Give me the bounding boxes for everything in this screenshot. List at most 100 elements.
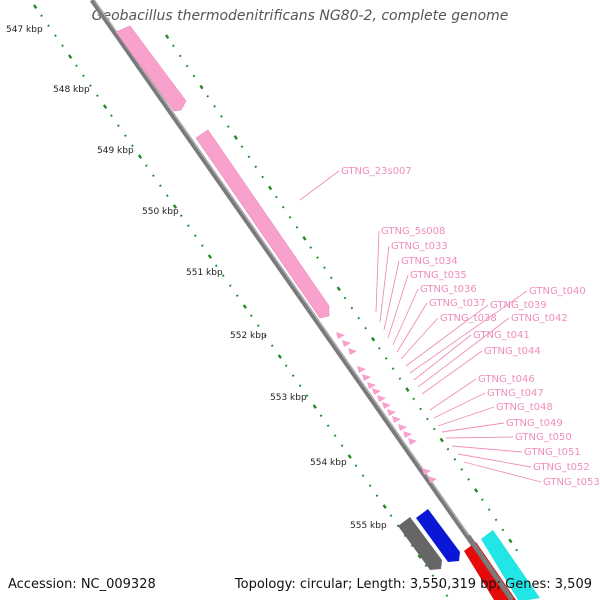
outer-track-tick [508,538,513,544]
inner-track-tick [235,294,239,298]
gene-label[interactable]: GTNG_t035 [410,270,467,281]
inner-track-tick [438,584,442,587]
outer-track-tick [226,125,230,128]
gene-label[interactable]: GTNG_t037 [429,298,486,309]
gene-label[interactable]: GTNG_t038 [440,313,497,324]
inner-track-tick [445,594,449,597]
leader-line [392,288,419,346]
leader-line [379,245,390,323]
trna-arrow [398,424,407,431]
gene-label[interactable]: GTNG_t042 [511,313,568,324]
leader-line [457,453,532,468]
gene-label[interactable]: GTNG_t046 [478,374,535,385]
inner-track-tick [431,574,435,577]
outer-track-tick [192,74,196,78]
inner-track-tick [96,94,99,98]
trna-arrow [428,476,437,483]
trna-arrow [372,388,381,395]
gene-label[interactable]: GTNG_t033 [391,241,448,252]
gene-label[interactable]: GTNG_t053 [543,477,600,488]
inner-track-tick [137,154,143,159]
outer-track-tick [480,498,484,501]
map-title: Geobacillus thermodenitrificans NG80-2, … [91,8,509,24]
outer-track-tick [329,276,333,280]
gene-label[interactable]: GTNG_t044 [484,346,541,357]
gene-label[interactable]: GTNG_t049 [506,418,563,429]
leader-line [463,461,542,483]
leader-line [413,334,472,381]
kbp-tick-label: 554 kbp [310,458,347,468]
trna-arrow [392,416,401,423]
inner-track-tick [131,144,134,148]
outer-track-tick [261,175,264,179]
outer-track-tick [515,548,518,552]
inner-track-tick [89,84,92,88]
gene-label[interactable]: GTNG_23s007 [341,166,412,177]
label-leaders [299,170,542,483]
inner-track-tick [152,174,155,178]
outer-track-tick [247,155,251,159]
inner-track-tick [117,124,120,128]
gene-label[interactable]: GTNG_t047 [487,388,544,399]
inner-track-tick [145,164,148,168]
kbp-labels: 547 kbp 548 kbp 549 kbp 550 kbp 551 kbp 552 k… [6,25,387,531]
inner-track-tick [159,184,162,188]
inner-track-tick [354,464,358,467]
outer-track-tick [453,458,457,461]
cyan-gene [481,530,540,600]
trna-genes [336,332,437,483]
inner-track-tick [61,44,64,48]
inner-track-tick [54,34,57,38]
kbp-tick-label: 550 kbp [142,207,179,217]
leader-line [387,274,409,339]
gene-label[interactable]: GTNG_t034 [401,256,458,267]
inner-track-tick [242,304,247,309]
gene-label[interactable]: GTNG_t052 [533,462,590,473]
inner-track-tick [207,254,213,259]
leader-line [299,170,340,201]
inner-track-tick [361,474,365,477]
gene-label[interactable]: GTNG_t048 [496,402,553,413]
gene-label[interactable]: GTNG_5s008 [381,226,445,237]
outer-track-tick [446,447,450,451]
gene-label[interactable]: GTNG_t036 [420,284,477,295]
leader-line [375,230,380,313]
trna-arrow [357,366,366,373]
leader-line [429,378,477,411]
genome-backbone [89,0,515,600]
inner-track-tick [375,494,379,497]
outer-track-tick [165,34,170,39]
leader-line [441,422,505,433]
outer-track-tick [281,205,285,209]
outer-track-tick [405,387,410,392]
gene-label[interactable]: GTNG_t039 [490,300,547,311]
trna-arrow [336,332,345,339]
kbp-tick-label: 548 kbp [53,85,90,95]
gene-label[interactable]: GTNG_t050 [515,432,572,443]
outer-track-tick [213,105,216,108]
inner-track-tick [263,334,267,338]
gene-label[interactable]: GTNG_t051 [524,447,581,458]
kbp-tick-label: 555 kbp [350,521,387,531]
leader-line [405,304,489,367]
inner-track-tick [200,244,204,248]
grey-gene [398,517,442,570]
inner-track-tick [368,484,372,487]
outer-track-tick [473,488,479,493]
inner-track-tick [389,514,393,517]
backbone-overlap [465,534,515,600]
rrna-genes [115,25,330,319]
accession-text: Accession: NC_009328 [8,577,156,592]
gene-label[interactable]: GTNG_t040 [529,286,586,297]
inner-track-tick [347,454,352,459]
outer-track-tick [178,54,182,58]
kbp-tick-label: 553 kbp [270,393,307,403]
outer-track-tick [398,377,402,380]
gene-label[interactable]: GTNG_t041 [473,330,530,341]
inner-track-tick [277,354,282,359]
outer-track-tick [460,468,464,471]
kbp-tick-label: 549 kbp [97,146,134,156]
inner-track-tick [249,314,253,318]
inner-track-tick [47,24,50,28]
leader-line [421,350,483,395]
